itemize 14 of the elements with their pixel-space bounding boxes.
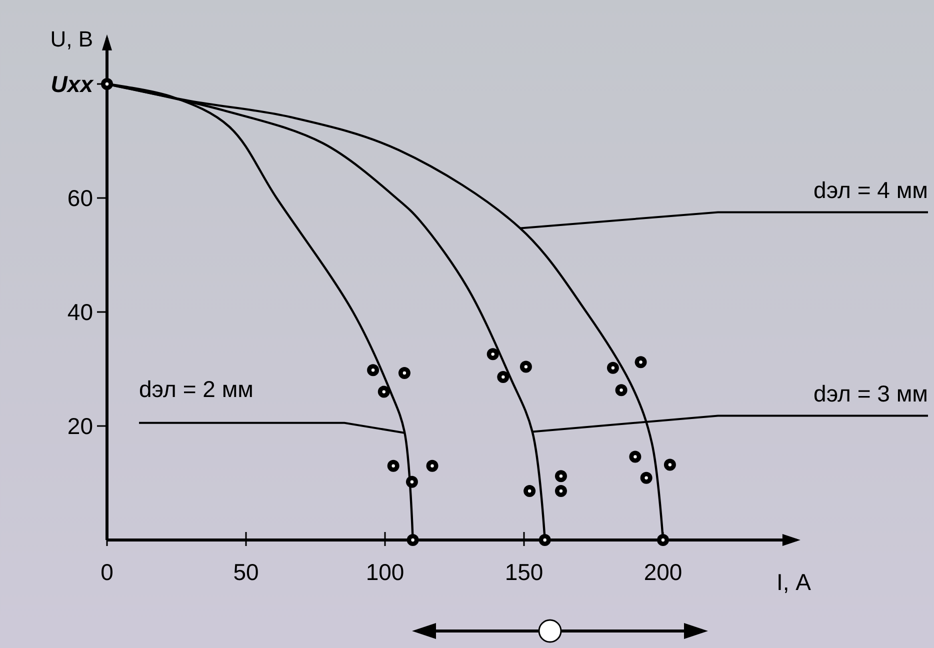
- y-tick-label: 20: [67, 413, 93, 439]
- x-tick-label: 50: [233, 559, 259, 585]
- y-axis-title: U, В: [50, 26, 93, 52]
- annotation: dэл = 2 мм: [139, 376, 254, 402]
- y-tick-label: Uxx: [50, 71, 94, 97]
- x-tick-label: 100: [366, 559, 404, 585]
- x-axis-title: I, А: [776, 569, 812, 595]
- annotation: dэл = 3 мм: [814, 380, 928, 407]
- annotation: dэл = 4 мм: [814, 177, 928, 204]
- y-tick-label: 40: [67, 299, 93, 325]
- x-tick-label: 150: [504, 559, 544, 585]
- y-tick-label: 60: [67, 185, 93, 211]
- x-tick-label: 200: [644, 559, 682, 585]
- x-tick-label: 0: [100, 559, 114, 585]
